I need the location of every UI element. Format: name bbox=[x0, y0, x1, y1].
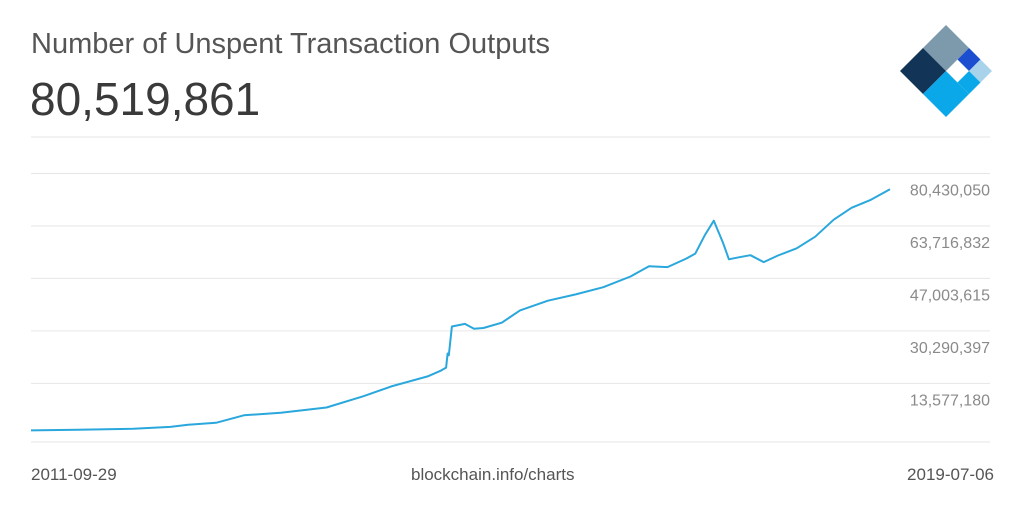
logo-tile-mid bbox=[957, 71, 981, 94]
y-tick-label: 47,003,615 bbox=[910, 287, 990, 304]
y-tick-label: 30,290,397 bbox=[910, 340, 990, 357]
current-value: 80,519,861 bbox=[30, 73, 261, 125]
source-link[interactable]: blockchain.info/charts bbox=[411, 465, 575, 484]
y-tick-label: 80,430,050 bbox=[910, 182, 990, 199]
y-tick-label: 13,577,180 bbox=[910, 392, 990, 409]
chart-title: Number of Unspent Transaction Outputs bbox=[31, 28, 551, 60]
x-start-date: 2011-09-29 bbox=[31, 465, 117, 484]
x-end-date: 2019-07-06 bbox=[907, 465, 994, 484]
y-tick-label: 63,716,832 bbox=[910, 235, 990, 252]
series-line bbox=[30, 188, 891, 432]
blockchain-logo-icon bbox=[900, 25, 992, 117]
